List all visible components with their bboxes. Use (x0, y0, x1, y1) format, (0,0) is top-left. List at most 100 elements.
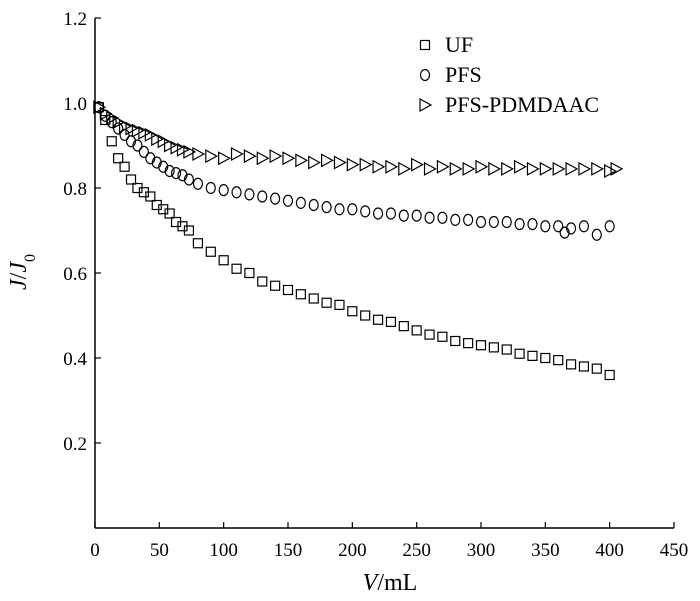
data-point (488, 161, 502, 176)
data-point (501, 161, 514, 176)
data-point (170, 167, 182, 180)
data-point (411, 157, 424, 172)
data-point (282, 284, 294, 296)
data-point (118, 119, 132, 134)
data-point (463, 213, 474, 226)
data-point (244, 188, 255, 201)
data-point (591, 161, 605, 176)
data-point (488, 342, 499, 353)
x-tick-label: 100 (209, 540, 238, 561)
data-point (553, 355, 564, 366)
data-point (112, 115, 126, 130)
data-point (463, 338, 474, 349)
data-point (295, 196, 306, 209)
data-point (113, 122, 124, 135)
data-point (540, 220, 551, 233)
data-point (437, 331, 448, 342)
data-point (192, 177, 204, 190)
x-tick-label: 350 (531, 540, 560, 561)
data-point (205, 149, 219, 164)
data-point (347, 203, 358, 216)
data-point (372, 207, 384, 220)
data-point (385, 207, 397, 220)
y-tick-label: 0.8 (63, 179, 87, 200)
legend-label: PFS (445, 62, 482, 87)
data-point (119, 161, 130, 172)
y-tick-label: 0.6 (63, 264, 87, 285)
data-point (151, 132, 165, 147)
data-point (411, 325, 422, 336)
data-point (565, 161, 579, 176)
ticks-group: 0 50 100 150 200 250 300 350 400 450 0.2 0.4 0.6 0.8 1… (63, 9, 688, 561)
data-point (218, 151, 231, 166)
data-point (437, 211, 448, 224)
data-point (99, 106, 113, 121)
data-point (218, 255, 229, 266)
data-point (205, 181, 216, 195)
x-tick-label: 50 (150, 540, 169, 561)
series-pfs-pdmdaac (93, 100, 624, 179)
data-point (138, 145, 149, 158)
data-point (132, 139, 143, 152)
data-point (436, 159, 450, 174)
data-point (308, 155, 321, 170)
data-point (385, 316, 397, 327)
legend-marker (419, 68, 431, 82)
legend: UF PFS PFS-PDMDAAC (419, 32, 599, 117)
data-point (527, 350, 538, 361)
x-tick-label: 300 (467, 540, 496, 561)
data-point (125, 121, 139, 136)
data-point (604, 369, 615, 381)
x-axis-title-var: V (363, 570, 380, 596)
data-point (540, 352, 551, 364)
data-point (449, 161, 463, 176)
data-point (125, 174, 137, 185)
data-point (346, 157, 360, 172)
data-point (282, 194, 294, 207)
data-point (269, 149, 283, 164)
data-point (308, 293, 319, 304)
data-point (475, 340, 487, 351)
data-point (145, 152, 156, 165)
data-point (360, 310, 371, 321)
y-axis-title: J/J0 (6, 254, 39, 290)
legend-label: PFS-PDMDAAC (445, 92, 599, 117)
data-point (398, 161, 412, 176)
data-point (321, 201, 332, 214)
data-point (321, 297, 332, 308)
y-tick-label: 1.2 (63, 9, 87, 30)
data-point (565, 222, 577, 235)
data-point (591, 228, 602, 241)
x-tick-label: 400 (595, 540, 624, 561)
data-points-group (93, 100, 624, 381)
x-axis-title-unit: /mL (377, 570, 417, 596)
data-point (145, 191, 156, 202)
data-point (230, 146, 244, 162)
data-point (526, 161, 540, 176)
data-point (385, 159, 399, 174)
data-point (164, 164, 175, 178)
data-point (578, 220, 590, 233)
data-point (295, 289, 306, 300)
data-point (192, 238, 204, 249)
data-point (243, 149, 257, 164)
data-point (514, 348, 525, 359)
data-point (475, 215, 487, 229)
legend-marker (419, 39, 431, 51)
data-point (106, 116, 117, 129)
data-point (321, 153, 334, 168)
x-tick-label: 450 (660, 540, 689, 561)
data-point (164, 138, 177, 153)
data-point (514, 218, 525, 231)
data-point (131, 123, 145, 138)
y-tick-label: 0.2 (63, 434, 87, 455)
data-point (578, 361, 590, 372)
x-tick-label: 250 (402, 540, 431, 561)
data-point (270, 192, 281, 205)
data-point (125, 135, 137, 148)
data-point (604, 163, 617, 179)
data-point (106, 110, 119, 125)
data-point (333, 155, 347, 170)
data-point (553, 220, 564, 233)
